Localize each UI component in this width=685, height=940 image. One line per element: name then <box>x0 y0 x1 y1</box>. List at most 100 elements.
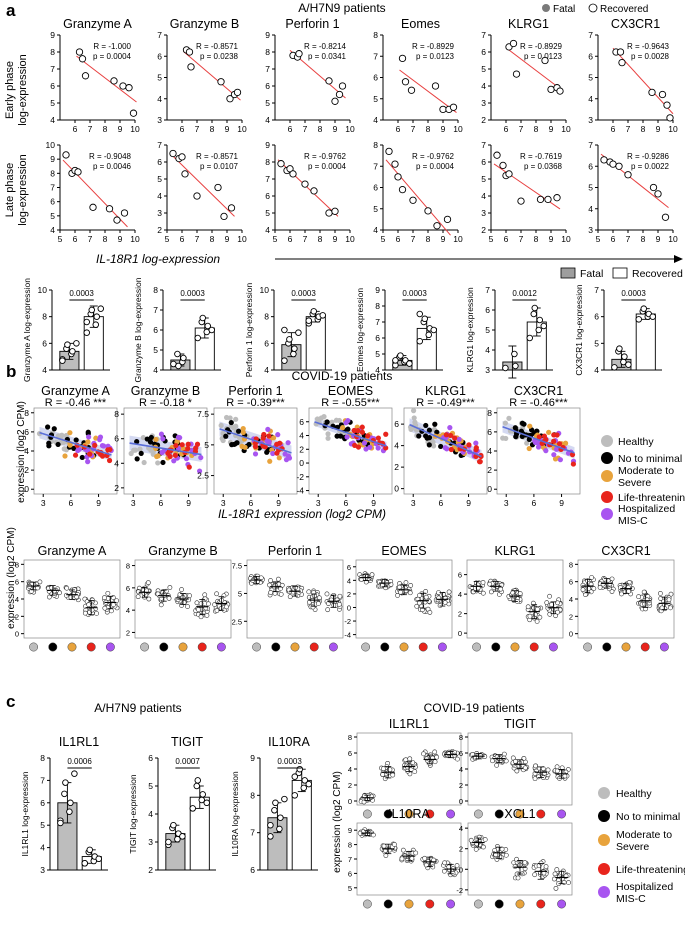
c-strip-1-y-tick-label: 0 <box>459 797 463 806</box>
c-strip-0-point <box>382 776 388 782</box>
b-scatter-5-point <box>506 415 512 421</box>
a-early-0-y-tick-label: 9 <box>50 30 55 40</box>
a-late-5-y-tick-label: 5 <box>588 183 593 193</box>
b-scatter-1-point <box>141 459 147 466</box>
b-legend-misc: Hospitalized MIS-C <box>618 503 675 527</box>
b-strip-2-plot-area <box>246 559 344 639</box>
b-scatter-0-point <box>62 453 68 459</box>
c-strip-2-point <box>450 870 456 876</box>
b-scatter-3-point <box>345 426 351 432</box>
b-scatter-2-point <box>282 451 288 457</box>
a-late-4-point <box>544 195 552 204</box>
a-late-3-fit-line <box>385 159 451 236</box>
a-early-3-point <box>398 54 407 63</box>
a-early-3-y-tick-label: 8 <box>373 30 378 40</box>
b-scatter-0-point <box>63 432 69 439</box>
a-late-4-x-tick-label: 6 <box>504 234 509 244</box>
c-bar-0-pvalue: 0.0006 <box>67 757 92 766</box>
c-bar-2-point <box>276 825 283 833</box>
b-scatter-5-point <box>552 456 559 462</box>
b-strip-4-point <box>498 586 504 592</box>
b-scatter-4-x-tick-label: 3 <box>411 498 416 508</box>
legend-box-fatal-label: Fatal <box>580 268 603 280</box>
a-bar-0-y-tick-label: 4 <box>42 365 47 375</box>
a-early-4-y-tick-label: 6 <box>481 47 486 57</box>
b-strip-1-point <box>224 604 229 610</box>
b-strip-5-group-marker <box>640 642 650 652</box>
b-strip-3-point <box>442 600 448 605</box>
b-scatter-1-point <box>185 441 191 447</box>
b-strip-5-plot-area <box>577 559 675 639</box>
b-scatter-1-point <box>140 435 146 441</box>
a-early-0-y-tick-label: 4 <box>50 115 55 125</box>
b-strip-3-point <box>403 588 409 594</box>
b-scatter-2-point <box>271 435 277 441</box>
b-scatter-2-y-tick-label: 7.5 <box>197 409 209 419</box>
a-early-0-p: p = 0.0004 <box>93 52 132 61</box>
b-scatter-1-point <box>194 441 201 447</box>
c-bar-2-y-tick-label: 8 <box>250 790 255 800</box>
c-bar-2-point <box>271 807 278 814</box>
a-bar-2-point <box>319 312 327 319</box>
b-strip-0-point <box>89 607 95 613</box>
b-strip-5-point <box>657 590 663 596</box>
a-bar-4-point <box>536 316 544 324</box>
c-bar-1-point <box>170 821 177 829</box>
b-strip-1-title: Granzyme B <box>148 544 217 558</box>
b-scatter-3-x-tick-label: 6 <box>344 498 349 508</box>
b-x-axis-label: IL-18R1 expression (log2 CPM) <box>218 507 386 521</box>
a-late-3-x-tick-label: 10 <box>453 234 463 244</box>
a-bar-5-point <box>621 353 628 360</box>
c-strip-3-group-marker <box>536 899 546 909</box>
b-scatter-0-y-tick-label: 4 <box>24 446 29 456</box>
b-scatter-2-point <box>223 433 229 439</box>
b-strip-5-point <box>597 584 603 590</box>
a-early-4-fit-line <box>505 47 564 92</box>
b-strip-2-y-tick-label: 7.5 <box>232 562 242 571</box>
b-scatter-0-point <box>85 429 91 435</box>
b-strip-2-point <box>325 607 331 613</box>
b-strip-1-y-tick-label: 4 <box>126 606 130 615</box>
c-strip-2-point <box>422 855 428 861</box>
a-early-0-y-tick-label: 5 <box>50 98 55 108</box>
c-bar-2-y-label: IL10RA log-expression <box>230 771 240 857</box>
a-early-0-point <box>125 84 133 92</box>
b-scatter-4-point <box>452 435 458 441</box>
b-scatter-5-point <box>551 452 557 458</box>
b-strip-0-point <box>109 608 114 614</box>
a-early-2-point <box>335 90 344 99</box>
b-strip-3-title: EOMES <box>381 544 426 558</box>
b-scatter-1-point <box>183 456 190 462</box>
a-late-1-x-tick-label: 7 <box>195 234 200 244</box>
a-bar-0-point <box>92 321 100 328</box>
a-early-2-y-tick-label: 7 <box>265 64 270 74</box>
a-bar-5-point <box>649 313 657 320</box>
a-early-1-point <box>233 88 242 97</box>
b-scatter-5-point <box>521 421 527 427</box>
c-strip-2-group-marker <box>383 899 393 909</box>
b-scatter-1-x-tick-label: 3 <box>131 498 136 508</box>
c-strip-2-point <box>423 862 429 868</box>
a-bar-4-y-tick-label: 5 <box>485 325 490 335</box>
b-scatter-1-point <box>160 436 166 442</box>
c-bar-0-y-label: IL1RL1 log-expression <box>20 771 30 856</box>
a-bar-5-y-tick-label: 7 <box>594 285 599 295</box>
b-strip-1-point <box>155 591 161 597</box>
b-strip-4-point <box>555 609 560 615</box>
a-late-1-point <box>227 204 236 212</box>
b-scatter-3-point <box>337 433 344 439</box>
b-strip-2-title: Perforin 1 <box>268 544 322 558</box>
panel-c-label: c <box>6 692 15 711</box>
a-late-2-y-tick-label: 9 <box>265 140 270 150</box>
c-strip-2-y-tick-label: 9 <box>348 826 352 835</box>
b-scatter-1-point <box>153 436 159 443</box>
a-bar-3-y-tick-label: 7 <box>375 317 380 327</box>
c-strip-0-group-marker <box>383 809 393 819</box>
c-strip-0-point <box>452 752 458 758</box>
a-late-0-x-tick-label: 7 <box>88 234 93 244</box>
a-late-0-point <box>120 209 129 217</box>
b-scatter-4-y-tick-label: 6 <box>394 419 399 429</box>
c-strip-2-y-tick-label: 6 <box>348 869 352 878</box>
b-scatter-4-point <box>473 440 479 446</box>
